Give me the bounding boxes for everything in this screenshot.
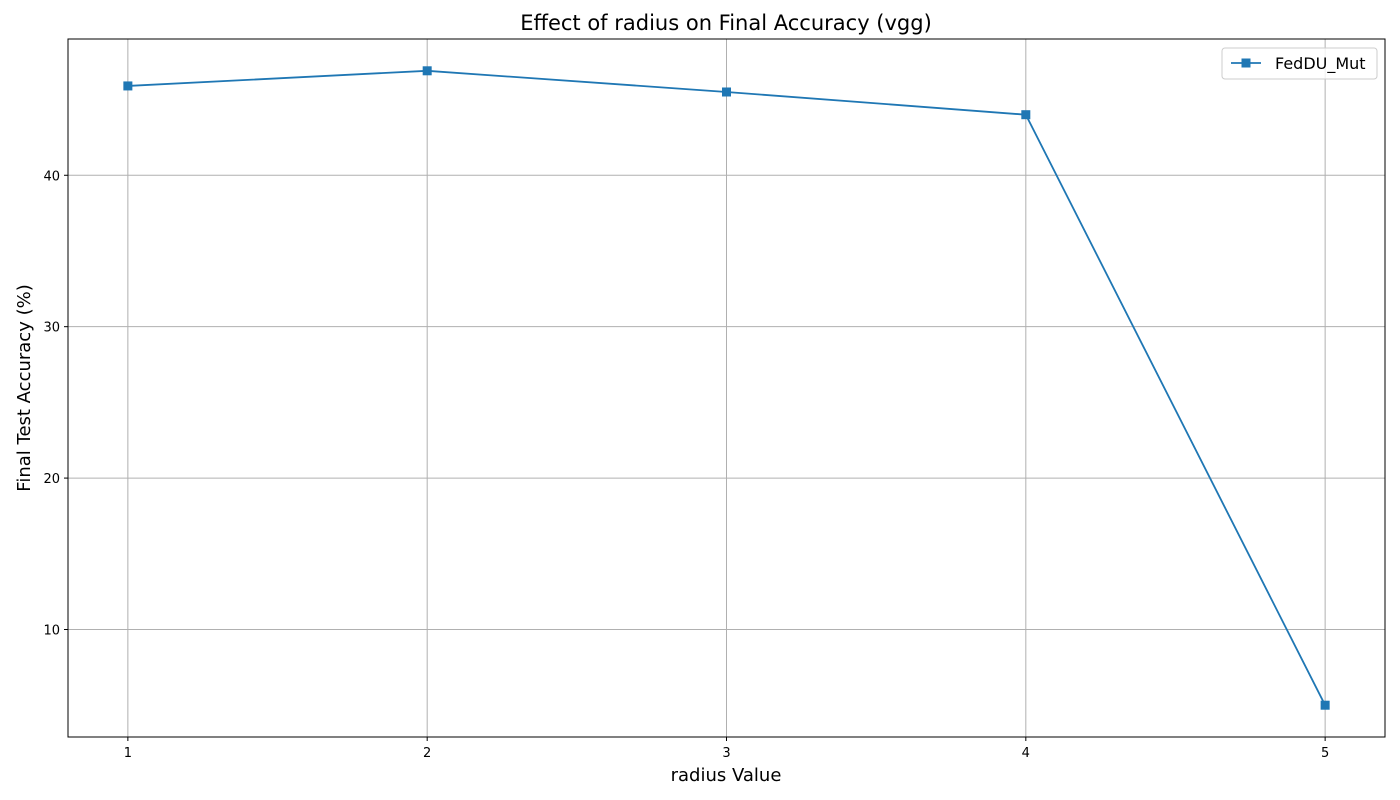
legend: FedDU_Mut	[1221, 47, 1378, 80]
data-point-marker	[1021, 110, 1031, 120]
series-layer	[123, 66, 1330, 710]
x-tick-label: 5	[1321, 746, 1329, 761]
x-tick-label: 2	[423, 746, 431, 761]
x-tick-label: 3	[722, 746, 730, 761]
x-axis-label: radius Value	[671, 765, 782, 786]
legend-marker-feddu-mut	[1241, 58, 1251, 68]
y-tick-label: 10	[43, 623, 60, 638]
chart-title: Effect of radius on Final Accuracy (vgg)	[520, 11, 932, 35]
y-tick-label: 40	[43, 169, 60, 184]
grid-layer	[68, 39, 1385, 737]
data-point-marker	[422, 66, 432, 76]
y-tick-label: 20	[43, 472, 60, 487]
y-axis-label: Final Test Accuracy (%)	[14, 284, 35, 491]
x-tick-label: 4	[1022, 746, 1030, 761]
ticks-layer: 1 2 3 4 5 10 20 30 40	[43, 169, 1329, 761]
x-tick-label: 1	[124, 746, 132, 761]
legend-box	[1221, 47, 1378, 80]
legend-label-feddu-mut: FedDU_Mut	[1275, 54, 1366, 74]
data-point-marker	[722, 87, 731, 97]
data-point-marker	[1320, 700, 1330, 710]
y-tick-label: 30	[43, 321, 60, 336]
data-point-marker	[123, 81, 133, 91]
